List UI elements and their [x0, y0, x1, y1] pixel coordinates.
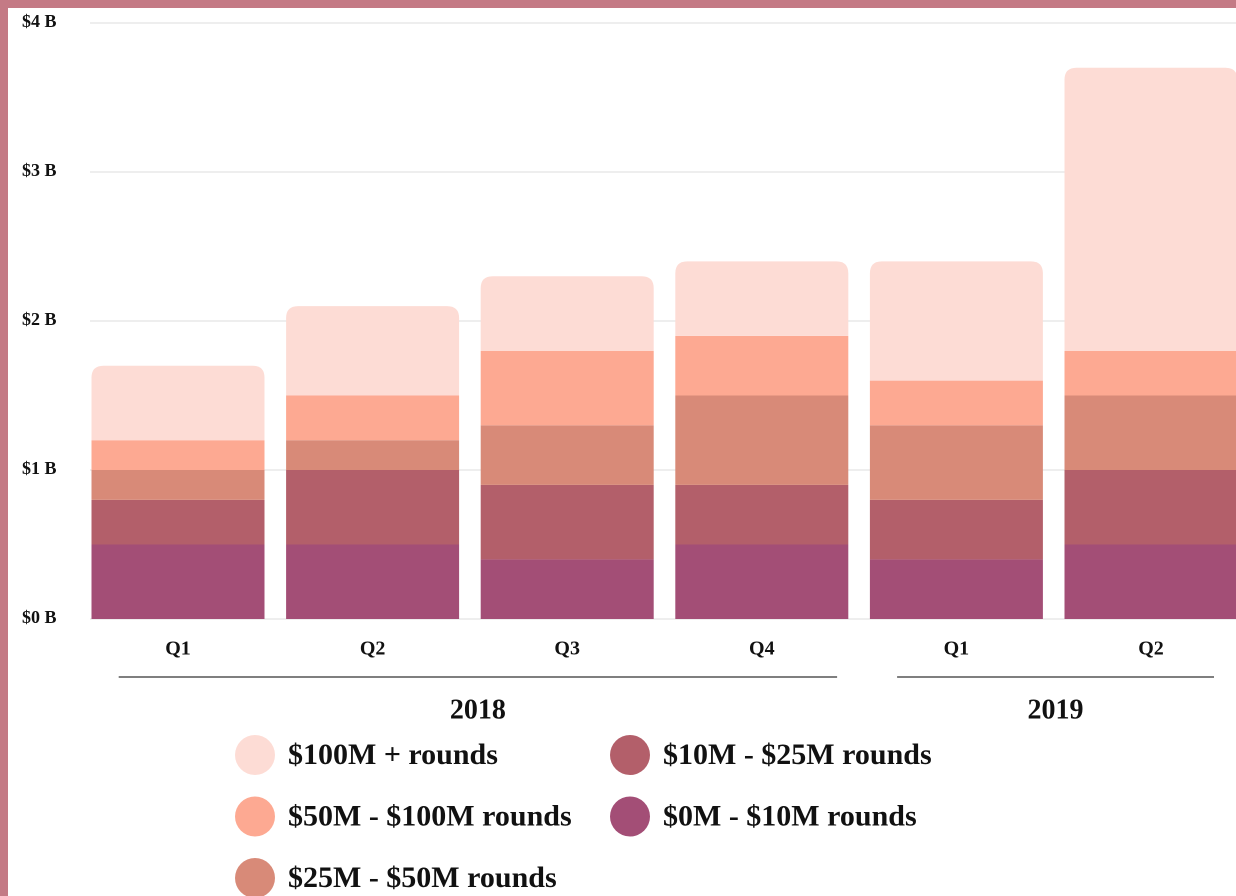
x-tick-label: Q1	[165, 638, 191, 660]
bar-segment	[480, 425, 654, 485]
bar-segment	[91, 470, 265, 500]
x-tick-label: Q2	[360, 638, 386, 660]
bar-segment	[91, 440, 265, 470]
bar-segment	[286, 470, 460, 545]
bar-segment	[675, 484, 849, 545]
legend-swatch	[235, 796, 275, 837]
bar-segment	[286, 544, 460, 619]
bar-segment	[869, 261, 1043, 381]
bar-segment	[480, 484, 654, 560]
legend-swatch	[610, 735, 650, 775]
x-tick-label: Q3	[554, 638, 580, 660]
bar-segment	[91, 499, 265, 545]
bar-segment	[480, 559, 654, 619]
bar-segment	[1064, 470, 1236, 545]
bar-segment	[91, 365, 265, 441]
bar-segment	[1064, 67, 1236, 351]
bar-segment	[91, 544, 265, 619]
legend-label: $50M - $100M rounds	[288, 799, 572, 832]
y-tick-label: $1 B	[22, 458, 57, 478]
bar-segment	[869, 380, 1043, 426]
legend-swatch	[235, 735, 275, 775]
bar-segment	[1064, 544, 1236, 619]
bar-segment	[1064, 350, 1236, 396]
bar-segment	[286, 306, 460, 396]
bar-segment	[675, 261, 849, 336]
legend-label: $0M - $10M rounds	[663, 799, 917, 832]
bar-segment	[675, 335, 849, 396]
y-tick-label: $2 B	[22, 309, 57, 329]
y-tick-label: $4 B	[22, 11, 57, 31]
bar-segment	[286, 440, 460, 470]
bar-segment	[1064, 395, 1236, 470]
bar-segment	[480, 350, 654, 426]
x-tick-label: Q1	[944, 638, 970, 660]
bar-segment	[286, 395, 460, 441]
x-tick-label: Q2	[1138, 638, 1164, 660]
bar-segment	[480, 276, 654, 351]
legend-label: $10M - $25M rounds	[663, 738, 932, 771]
x-tick-label: Q4	[749, 638, 775, 660]
group-label: 2019	[1028, 694, 1084, 725]
legend-swatch	[610, 796, 650, 837]
group-label: 2018	[450, 694, 506, 725]
bar-segment	[675, 395, 849, 485]
bar-segment	[675, 544, 849, 619]
legend-label: $25M - $50M rounds	[288, 861, 557, 894]
y-tick-label: $0 B	[22, 607, 57, 627]
bar-segment	[869, 499, 1043, 560]
legend-swatch	[235, 858, 275, 896]
bar-segment	[869, 425, 1043, 500]
bar-segment	[869, 559, 1043, 619]
y-tick-label: $3 B	[22, 160, 57, 180]
legend-label: $100M + rounds	[288, 738, 498, 771]
